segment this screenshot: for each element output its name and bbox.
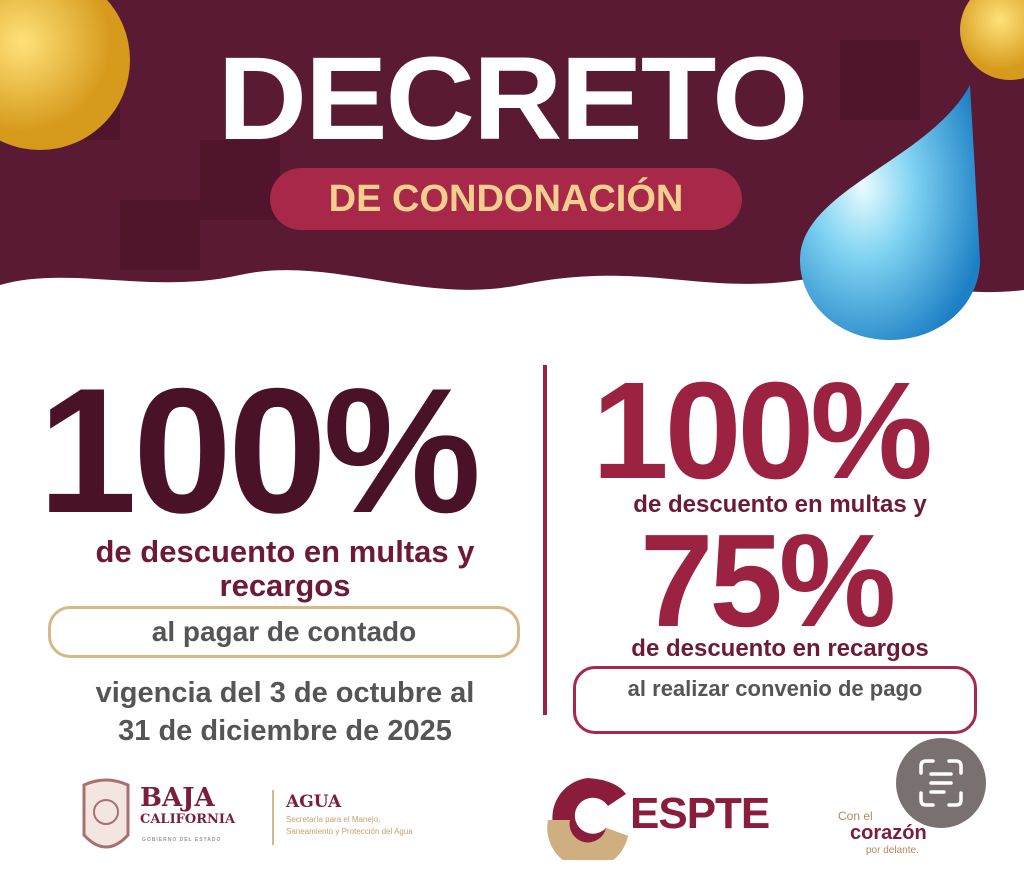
left-percent: 100% (38, 351, 481, 550)
banner-background (0, 0, 1024, 340)
validity-line-2: 31 de diciembre de 2025 (118, 715, 452, 747)
live-text-icon (919, 759, 963, 807)
logo-divider (272, 790, 274, 845)
live-text-button[interactable] (896, 738, 986, 828)
right-percent-fines: 100% (592, 354, 933, 508)
left-description: de descuento en multas y recargos (95, 534, 475, 604)
right-percent-surcharges: 75% (640, 507, 896, 654)
coin-icon (960, 0, 1024, 80)
title: DECRETO (217, 33, 809, 165)
subtitle-pill: DE CONDONACIÓN (270, 168, 742, 230)
left-condition-badge: al pagar de contado (48, 606, 520, 658)
divider (543, 365, 547, 715)
right-condition-badge: al realizar convenio de pago (573, 666, 977, 734)
water-drop-icon (800, 85, 980, 340)
right-fines-text: de descuento en multas y (633, 491, 927, 518)
coin-icon (0, 0, 130, 150)
header-banner (0, 0, 1024, 340)
cespte-c-icon (547, 778, 628, 860)
validity-line-1: vigencia del 3 de octubre al (95, 677, 475, 709)
coat-of-arms-icon (82, 778, 130, 849)
right-surcharges-text: de descuento en recargos (631, 635, 929, 662)
